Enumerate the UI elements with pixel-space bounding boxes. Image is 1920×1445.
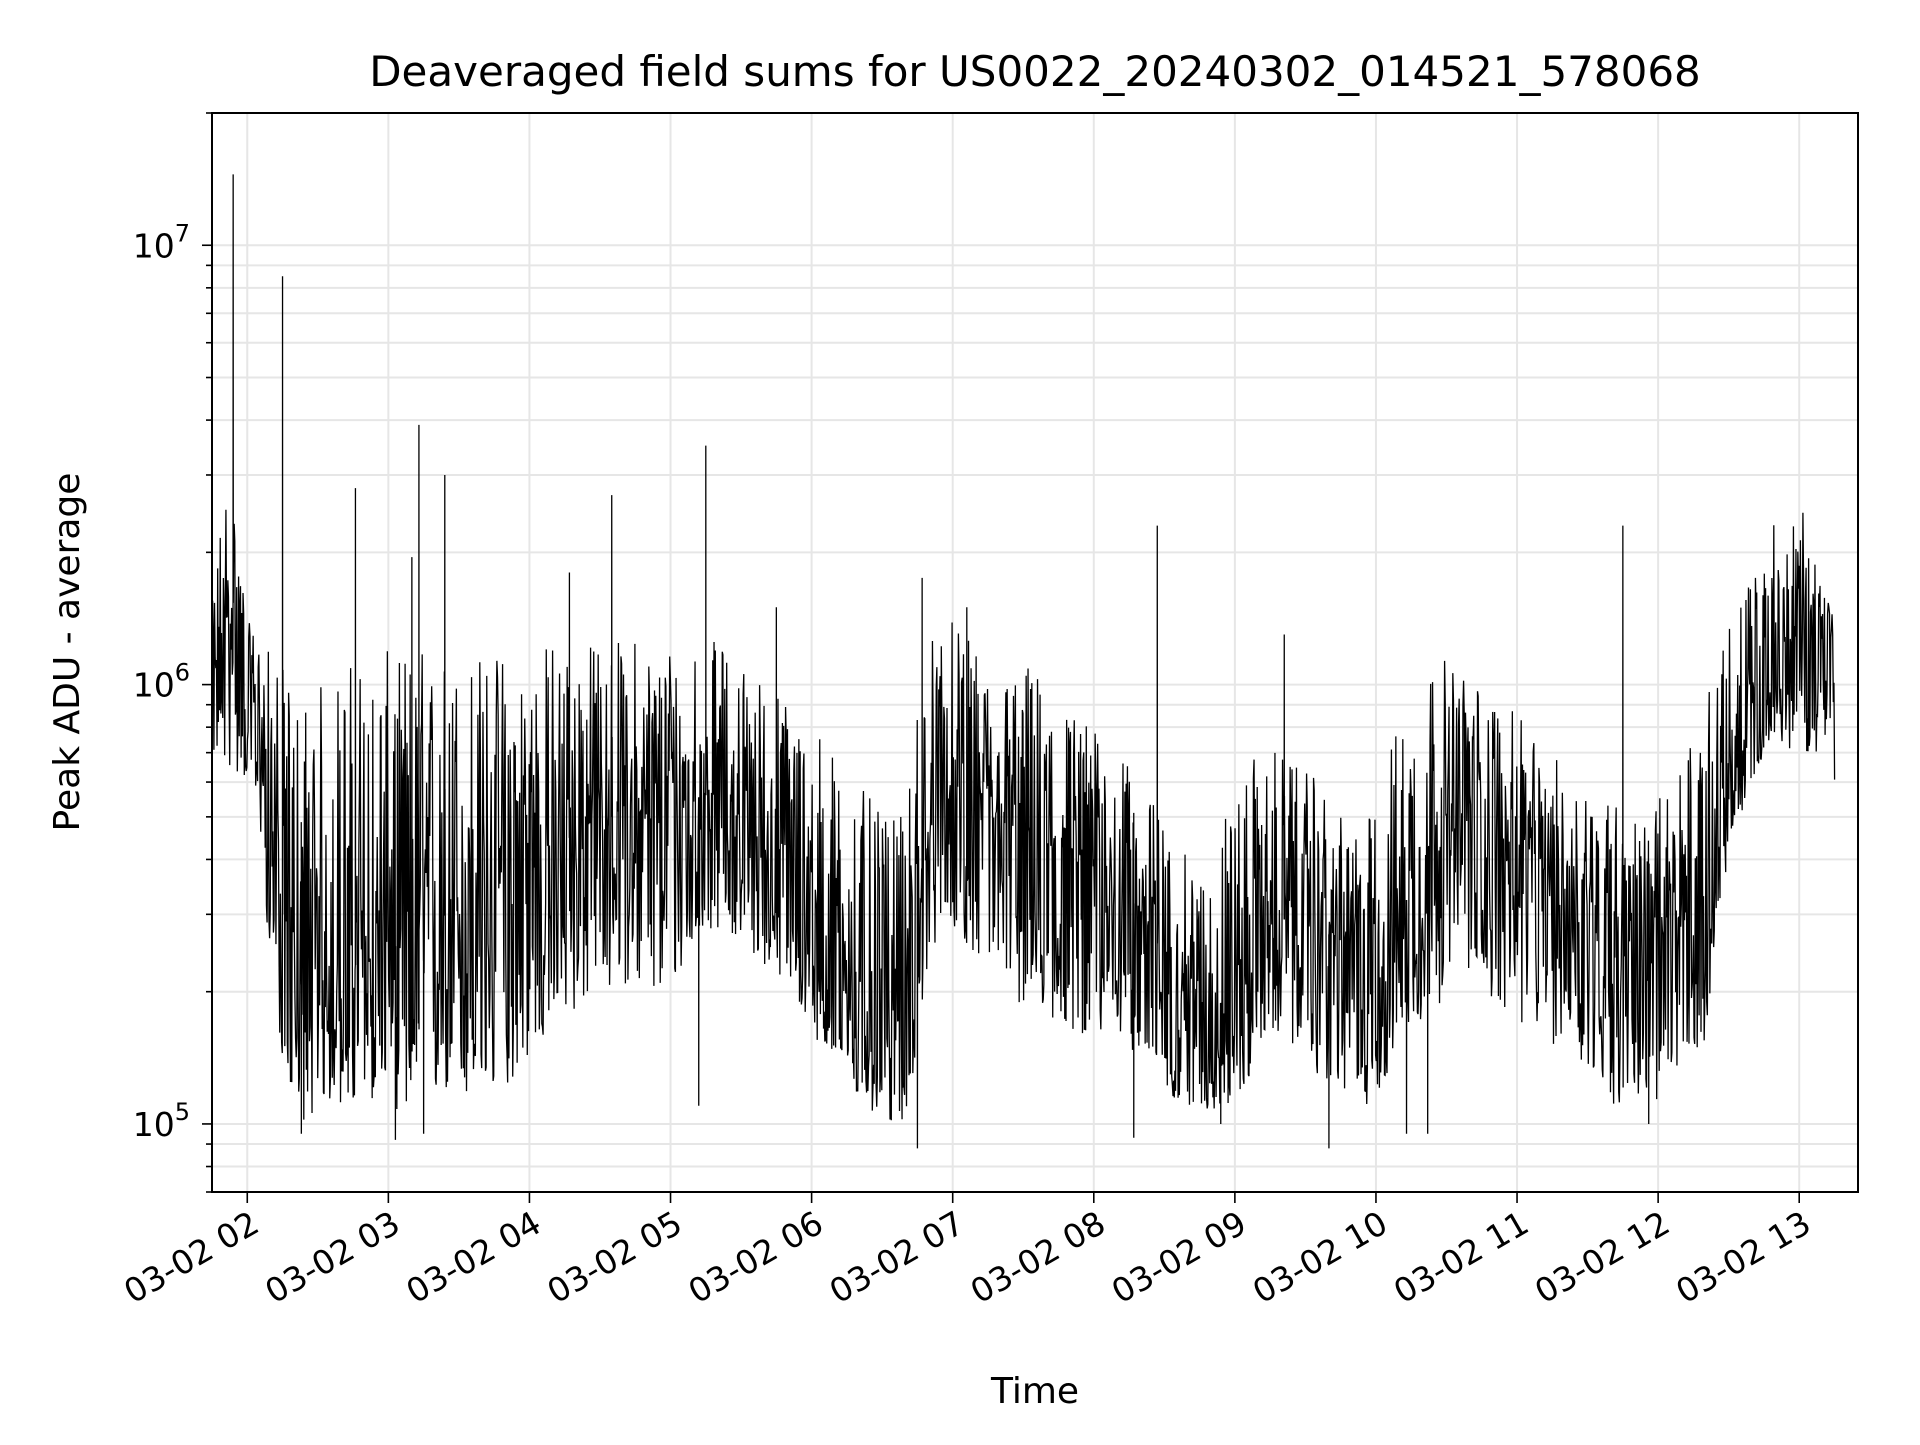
series-line [212, 174, 1836, 1149]
y-tick-label: 105 [133, 1098, 190, 1144]
plot-frame [211, 112, 1859, 1193]
chart-title: Deaveraged field sums for US0022_2024030… [369, 47, 1701, 96]
y-tick-label: 106 [133, 659, 190, 705]
y-axis-title: Peak ADU - average [47, 473, 88, 832]
x-axis-title: Time [990, 1371, 1079, 1412]
y-tick-label: 107 [133, 219, 190, 265]
y-axis: 105 106 107 [133, 112, 212, 1193]
